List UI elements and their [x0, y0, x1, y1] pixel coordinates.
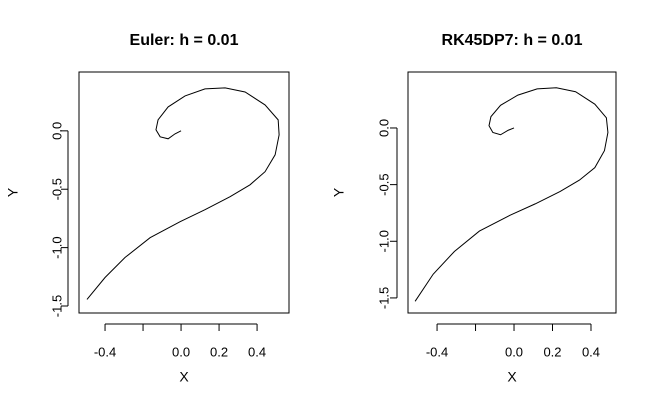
plot-frame: [78, 71, 290, 314]
y-tick-label: -1.5: [49, 295, 64, 317]
x-tick-label: -0.4: [94, 344, 116, 359]
curve: [86, 87, 280, 300]
x-tick-label: -0.4: [426, 344, 448, 359]
x-axis-title: X: [179, 369, 189, 385]
y-tick-label: 0.0: [49, 122, 64, 140]
chart-title: RK45DP7: h = 0.01: [442, 32, 583, 49]
x-tick-label: 0.4: [248, 344, 266, 359]
plot-frame: [407, 71, 617, 314]
x-tick-label: 0.0: [172, 344, 190, 359]
y-tick-label: -1.5: [376, 287, 391, 309]
y-axis-title: Y: [5, 187, 21, 197]
y-tick-label: -1.0: [49, 236, 64, 258]
x-tick-label: 0.2: [543, 344, 561, 359]
x-axis-title: X: [507, 369, 517, 385]
y-axis-title: Y: [331, 187, 347, 197]
x-tick-label: 0.2: [210, 344, 228, 359]
curve: [414, 87, 609, 302]
y-tick-label: -1.0: [376, 230, 391, 252]
chart-title: Euler: h = 0.01: [130, 32, 239, 49]
x-tick-label: 0.4: [582, 344, 600, 359]
x-tick-label: 0.0: [505, 344, 523, 359]
y-tick-label: -0.5: [49, 178, 64, 200]
y-tick-label: 0.0: [376, 119, 391, 137]
y-tick-label: -0.5: [376, 173, 391, 195]
